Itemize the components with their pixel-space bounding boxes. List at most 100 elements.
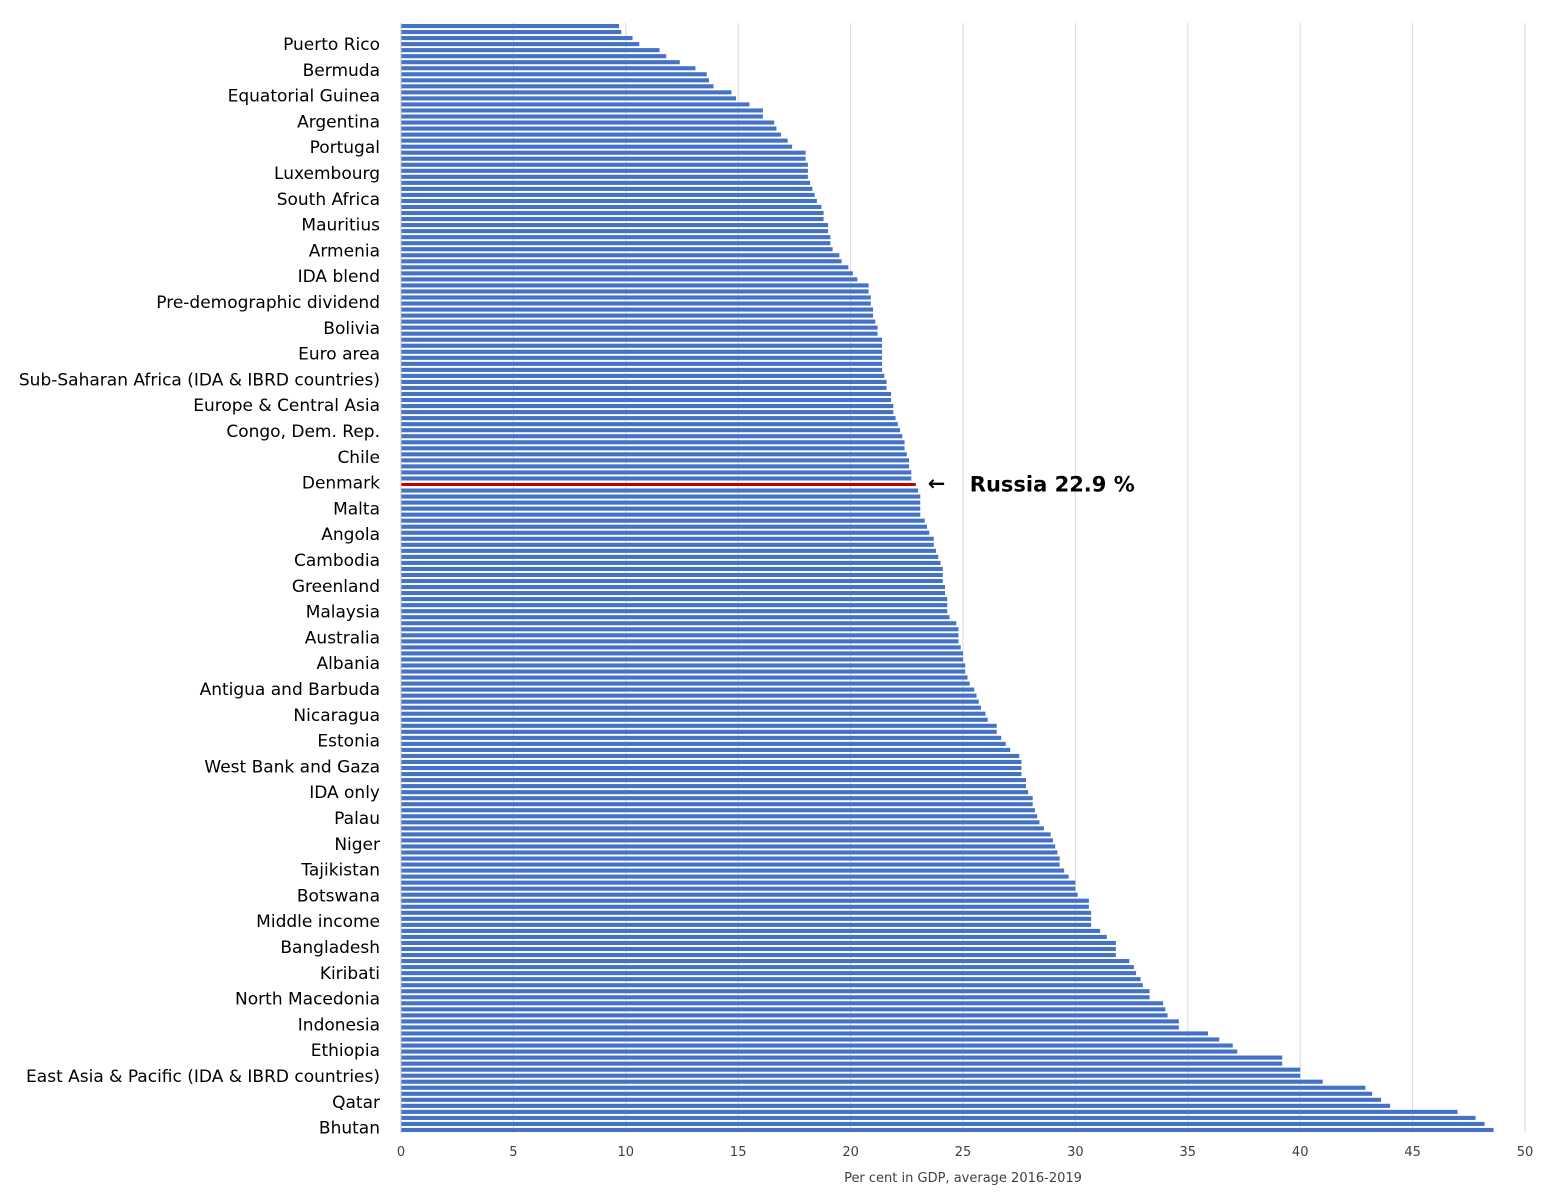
- x-tick-label: 40: [1292, 1145, 1309, 1160]
- category-label: Bolivia: [323, 319, 380, 339]
- bar: [401, 428, 901, 433]
- category-label: Denmark: [302, 474, 380, 494]
- bar: [401, 1103, 1391, 1108]
- bar: [401, 639, 959, 644]
- bar: [401, 554, 939, 559]
- bar: [401, 977, 1141, 982]
- x-tick-label: 25: [955, 1145, 972, 1160]
- bar: [401, 959, 1130, 964]
- bar: [401, 23, 620, 29]
- category-label: Australia: [305, 628, 380, 648]
- bar: [401, 108, 763, 113]
- bar: [401, 1121, 1485, 1126]
- bar: [401, 578, 943, 584]
- category-label: Qatar: [332, 1093, 380, 1113]
- bar: [401, 814, 1038, 819]
- bar: [401, 1019, 1179, 1024]
- bar: [401, 597, 948, 602]
- bar: [401, 367, 883, 372]
- category-label: Pre-demographic dividend: [156, 293, 380, 313]
- bar: [401, 102, 750, 107]
- bar: [401, 826, 1044, 831]
- x-axis-title: Per cent in GDP, average 2016-2019: [844, 1171, 1082, 1186]
- bar: [401, 1091, 1373, 1096]
- bar: [401, 880, 1076, 885]
- category-label: North Macedonia: [235, 990, 380, 1010]
- bar: [401, 319, 876, 324]
- bar: [401, 1109, 1458, 1114]
- bar: [401, 174, 808, 179]
- bar: [401, 349, 883, 354]
- bar: [401, 506, 921, 511]
- category-label: Nicaragua: [293, 706, 380, 726]
- bar: [401, 1067, 1301, 1072]
- category-label: West Bank and Gaza: [204, 757, 380, 777]
- bar: [401, 542, 934, 547]
- bar: [401, 717, 988, 722]
- bar: [401, 518, 925, 523]
- bar: [401, 723, 997, 728]
- bar: [401, 235, 831, 240]
- category-label: Mauritius: [301, 216, 380, 236]
- bar: [401, 850, 1058, 855]
- bar: [401, 488, 919, 493]
- bar: [401, 168, 808, 173]
- bar: [401, 494, 921, 499]
- x-tick-label: 35: [1180, 1145, 1197, 1160]
- x-tick-label: 30: [1067, 1145, 1084, 1160]
- bar: [401, 609, 948, 614]
- bar: [401, 36, 633, 41]
- bar: [401, 162, 808, 167]
- bar: [401, 373, 885, 378]
- bar: [401, 729, 997, 734]
- x-tick-label: 10: [618, 1145, 635, 1160]
- bar: [401, 838, 1053, 843]
- bar: [401, 681, 970, 686]
- bar: [401, 265, 849, 270]
- bar: [401, 404, 894, 409]
- bar: [401, 572, 943, 578]
- bar: [401, 132, 781, 137]
- bar: [401, 916, 1092, 921]
- category-label: Malta: [333, 499, 380, 519]
- bar: [401, 416, 896, 421]
- bar: [401, 904, 1089, 909]
- category-label: Tajikistan: [300, 861, 380, 881]
- bar: [401, 687, 975, 692]
- bar: [401, 72, 707, 77]
- bar: [401, 1055, 1283, 1060]
- category-label: Europe & Central Asia: [193, 396, 380, 416]
- bar: [401, 778, 1026, 783]
- bar: [401, 928, 1101, 933]
- bar: [401, 585, 946, 590]
- bar: [401, 452, 907, 457]
- x-tick-label: 50: [1517, 1145, 1534, 1160]
- bar: [401, 946, 1116, 952]
- bar: [401, 54, 667, 59]
- bar: [401, 971, 1137, 976]
- bar: [401, 186, 813, 191]
- bar: [401, 120, 775, 125]
- bar: [401, 301, 871, 306]
- bar: [401, 995, 1150, 1000]
- bar: [401, 922, 1092, 927]
- category-label: Bermuda: [303, 61, 380, 81]
- bar: [401, 711, 986, 716]
- bar: [401, 844, 1056, 849]
- bar: [401, 1001, 1164, 1006]
- bar: [401, 434, 903, 439]
- annotation-label: Russia 22.9 %: [970, 472, 1135, 496]
- bar: [401, 772, 1022, 777]
- category-label: Indonesia: [298, 1015, 380, 1035]
- bar: [401, 1007, 1166, 1012]
- bar: [401, 198, 817, 204]
- bar: [401, 615, 950, 620]
- bar: [401, 874, 1069, 879]
- bar: [401, 548, 937, 553]
- bar: [401, 790, 1029, 795]
- category-label: Palau: [334, 809, 380, 829]
- bar: [401, 934, 1107, 939]
- bar: [401, 379, 887, 384]
- bar: [401, 247, 833, 252]
- bar: [401, 1037, 1220, 1042]
